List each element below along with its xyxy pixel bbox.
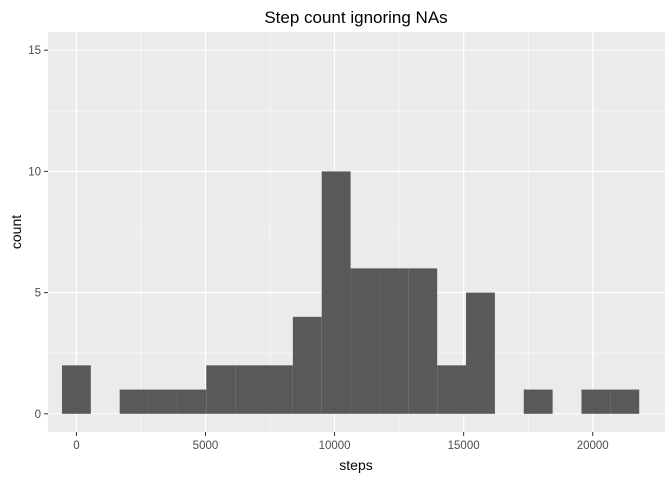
x-axis-ticks: 0 5000 10000 15000 20000: [73, 432, 609, 452]
histogram-bar: [61, 365, 91, 414]
histogram-bar: [350, 268, 380, 414]
histogram-bar: [177, 389, 207, 414]
histogram-bar: [379, 268, 409, 414]
chart-title: Step count ignoring NAs: [264, 8, 447, 27]
x-tick-label: 10000: [319, 440, 351, 452]
histogram-bar: [321, 171, 351, 414]
x-tick-label: 5000: [193, 440, 219, 452]
y-tick-label: 0: [35, 409, 41, 421]
y-tick-label: 15: [28, 45, 41, 57]
x-tick-label: 0: [73, 440, 79, 452]
y-axis-ticks: 0 5 10 15: [28, 45, 48, 421]
y-tick-label: 10: [28, 166, 41, 178]
histogram-bar: [119, 389, 149, 414]
minor-gridlines: [48, 32, 665, 432]
histogram-bar: [523, 389, 553, 414]
histogram-bar: [466, 292, 495, 414]
y-tick-label: 5: [35, 288, 41, 300]
x-tick-label: 20000: [577, 440, 609, 452]
histogram-bar: [292, 316, 322, 414]
histogram-bar: [264, 365, 293, 414]
x-axis-title: steps: [339, 457, 372, 473]
histogram-bar: [148, 389, 178, 414]
histogram-bar: [610, 389, 640, 414]
histogram-bar: [408, 268, 438, 414]
histogram-bar: [581, 389, 611, 414]
y-axis-title: count: [8, 215, 24, 249]
histogram-bar: [437, 365, 467, 414]
x-tick-label: 15000: [448, 440, 480, 452]
bars-group: [61, 171, 640, 414]
histogram-bar: [235, 365, 265, 414]
histogram-bar: [206, 365, 236, 414]
